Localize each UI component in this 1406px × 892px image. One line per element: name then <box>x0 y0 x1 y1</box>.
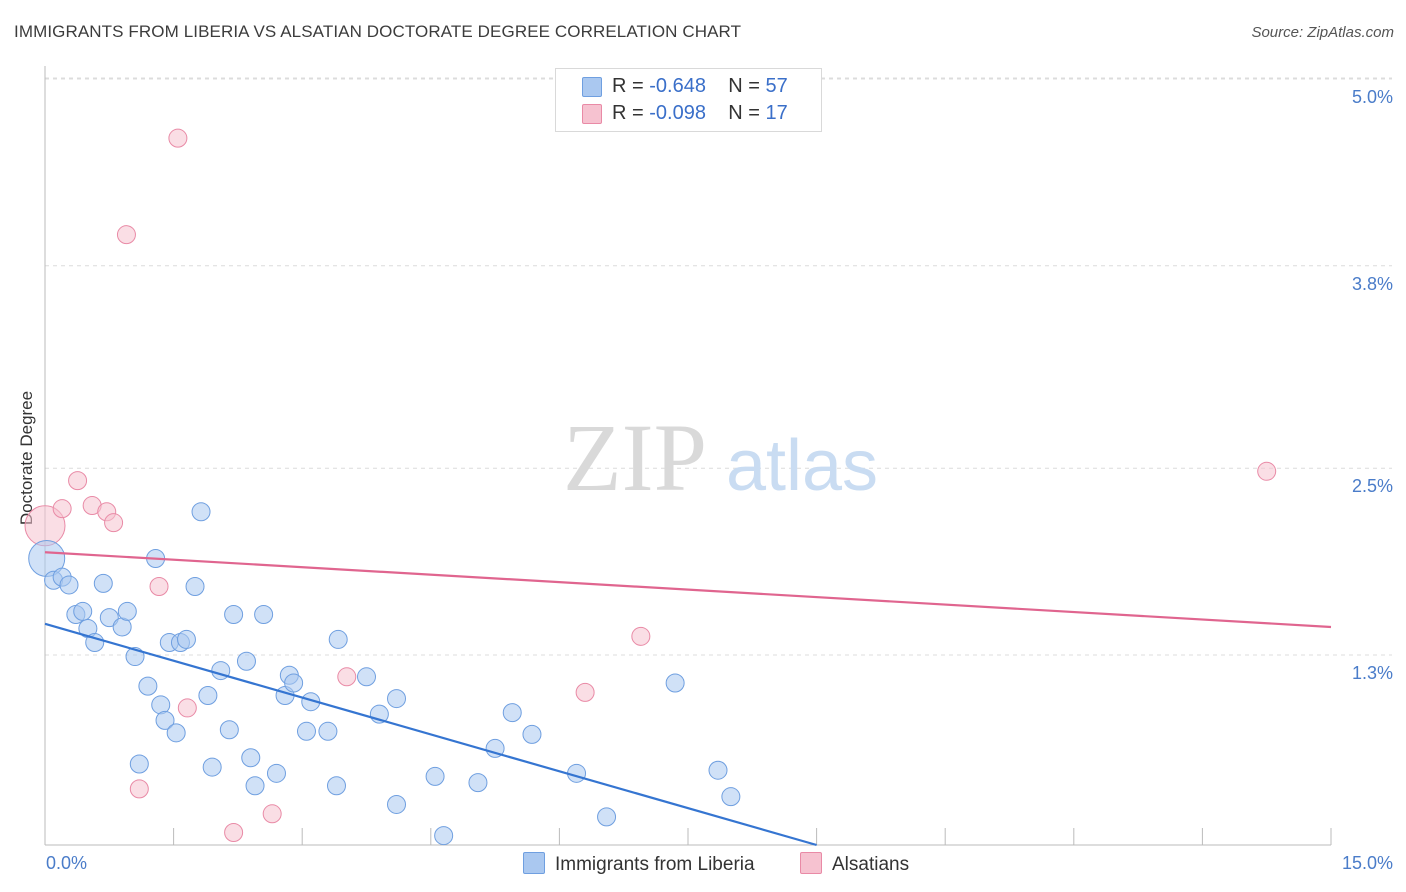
data-point-alsatians <box>177 698 197 718</box>
data-point-liberia <box>236 651 256 671</box>
data-point-liberia <box>129 754 149 774</box>
watermark-atlas: atlas <box>726 426 878 506</box>
data-point-liberia <box>155 710 175 730</box>
data-point-liberia <box>202 757 222 777</box>
data-point-liberia <box>502 703 522 723</box>
data-point-alsatians <box>168 128 188 148</box>
data-point-liberia <box>468 773 488 793</box>
data-point-liberia <box>522 724 542 744</box>
legend-r-label: R = <box>612 102 644 124</box>
data-point-liberia <box>328 629 348 649</box>
legend-r-label: R = <box>612 75 644 97</box>
data-point-liberia <box>387 794 407 814</box>
data-point-liberia <box>73 601 93 621</box>
bottom-legend-swatch-pink <box>800 852 822 874</box>
data-point-liberia <box>357 667 376 687</box>
data-point-alsatians <box>129 779 149 799</box>
bottom-legend-label: Alsatians <box>832 854 910 875</box>
bottom-legend-liberia: Immigrants from Liberia <box>523 852 755 876</box>
data-point-alsatians <box>68 471 88 491</box>
data-point-liberia <box>198 685 218 705</box>
data-point-liberia <box>185 577 205 597</box>
y-tick-label: 1.3% <box>1352 663 1393 683</box>
data-point-alsatians <box>149 577 169 597</box>
trend-lines <box>44 551 1332 847</box>
source-label: Source: ZipAtlas.com <box>1251 24 1394 41</box>
legend-n-label: N = <box>728 102 760 124</box>
data-point-liberia <box>254 605 274 625</box>
data-point-alsatians <box>104 513 124 533</box>
data-point-alsatians <box>337 667 357 687</box>
data-point-liberia <box>93 573 113 593</box>
x-tick-label: 0.0% <box>46 853 87 873</box>
data-point-liberia <box>434 826 454 846</box>
axes <box>44 66 1332 846</box>
legend-swatch-pink <box>582 104 602 124</box>
bottom-legend-swatch-blue <box>523 852 545 874</box>
bottom-legend-label: Immigrants from Liberia <box>555 854 755 875</box>
data-point-liberia <box>387 689 407 709</box>
data-point-liberia <box>665 673 685 693</box>
data-point-liberia <box>99 608 119 628</box>
y-tick-label: 3.8% <box>1352 274 1393 294</box>
data-point-liberia <box>191 502 211 522</box>
tick-labels: 1.3% 2.5% 3.8% 5.0% 0.0% 15.0% <box>46 87 1393 873</box>
chart-title: IMMIGRANTS FROM LIBERIA VS ALSATIAN DOCT… <box>14 22 742 41</box>
legend-r-value: -0.648 <box>649 75 706 97</box>
data-point-liberia <box>721 787 741 807</box>
series-immigrants-from-liberia <box>28 502 741 846</box>
bottom-legend-alsatians: Alsatians <box>800 852 909 876</box>
trend-line-liberia <box>44 622 817 847</box>
data-point-liberia <box>176 629 196 649</box>
gridlines <box>45 77 1392 656</box>
trend-line-alsatians <box>44 551 1332 629</box>
legend-n-value: 17 <box>765 102 788 124</box>
correlation-legend: R = -0.648 N = 57 R = -0.098 N = 17 <box>555 68 822 132</box>
data-point-liberia <box>85 633 105 653</box>
data-point-alsatians <box>262 804 282 824</box>
data-point-liberia <box>597 807 617 827</box>
legend-n-label: N = <box>728 75 760 97</box>
data-point-alsatians <box>52 499 72 519</box>
x-tick-label: 15.0% <box>1342 853 1393 873</box>
legend-r-value: -0.098 <box>649 102 706 124</box>
watermark: ZIP atlas <box>563 404 878 511</box>
data-point-liberia <box>241 748 261 768</box>
y-tick-label: 5.0% <box>1352 87 1393 107</box>
data-point-liberia <box>219 720 239 740</box>
data-point-liberia <box>166 723 186 743</box>
data-point-alsatians <box>575 682 595 702</box>
legend-n-value: 57 <box>765 75 788 97</box>
data-point-liberia <box>266 763 286 783</box>
data-point-liberia <box>485 738 505 758</box>
data-point-alsatians <box>631 626 651 646</box>
data-point-liberia <box>138 676 158 696</box>
data-point-liberia <box>318 721 338 741</box>
legend-swatch-blue <box>582 77 602 97</box>
data-point-liberia <box>59 575 79 595</box>
watermark-zip: ZIP <box>563 404 707 511</box>
data-point-liberia <box>296 721 316 741</box>
data-point-alsatians <box>116 225 136 245</box>
data-point-alsatians <box>224 822 244 842</box>
data-point-liberia <box>224 605 244 625</box>
y-tick-label: 2.5% <box>1352 476 1393 496</box>
data-point-liberia <box>708 760 728 780</box>
data-point-alsatians <box>1257 461 1277 481</box>
series-alsatians <box>24 128 1277 842</box>
data-point-liberia <box>326 776 346 796</box>
data-point-liberia <box>117 601 137 621</box>
data-point-liberia <box>245 776 265 796</box>
data-point-liberia <box>425 766 445 786</box>
data-point-liberia <box>284 673 304 693</box>
